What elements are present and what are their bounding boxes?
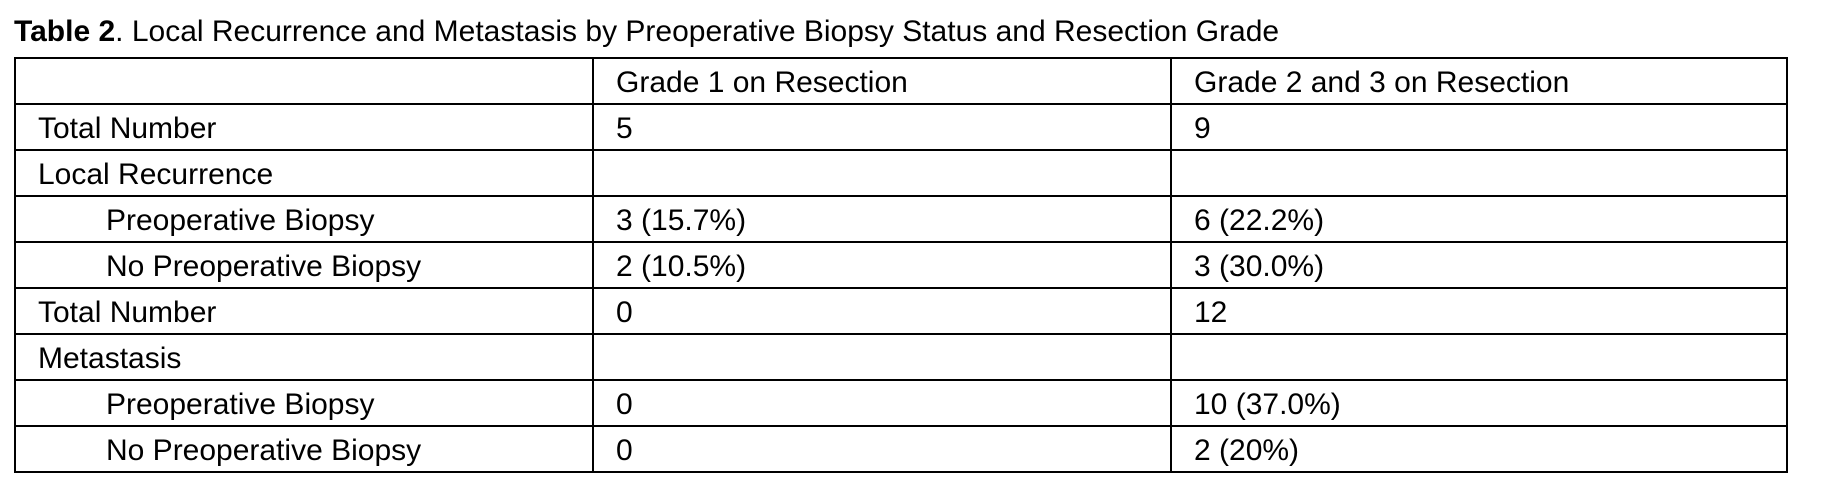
row-label: Metastasis (14, 333, 594, 381)
cell-grade1 (592, 149, 1172, 197)
row-label: Total Number (14, 287, 594, 335)
table-row: Total Number 0 12 (14, 287, 1788, 335)
row-label: Local Recurrence (14, 149, 594, 197)
header-cell-grade23: Grade 2 and 3 on Resection (1170, 57, 1788, 105)
cell-grade23: 3 (30.0%) (1170, 241, 1788, 289)
table-caption-text: . Local Recurrence and Metastasis by Pre… (115, 15, 1280, 48)
row-label: Preoperative Biopsy (14, 195, 594, 243)
cell-grade1: 3 (15.7%) (592, 195, 1172, 243)
cell-grade23: 2 (20%) (1170, 425, 1788, 473)
table-row: Local Recurrence (14, 149, 1788, 197)
cell-grade23: 12 (1170, 287, 1788, 335)
table-row: No Preoperative Biopsy 0 2 (20%) (14, 425, 1788, 473)
cell-grade1: 0 (592, 379, 1172, 427)
table-row: Preoperative Biopsy 0 10 (37.0%) (14, 379, 1788, 427)
cell-grade1: 2 (10.5%) (592, 241, 1172, 289)
table-row: No Preoperative Biopsy 2 (10.5%) 3 (30.0… (14, 241, 1788, 289)
cell-grade1: 0 (592, 425, 1172, 473)
cell-grade1 (592, 333, 1172, 381)
cell-grade1: 0 (592, 287, 1172, 335)
table-caption-label: Table 2 (14, 15, 116, 48)
table-caption: Table 2. Local Recurrence and Metastasis… (14, 14, 1279, 50)
header-cell-grade1: Grade 1 on Resection (592, 57, 1172, 105)
cell-grade23: 10 (37.0%) (1170, 379, 1788, 427)
data-table: Grade 1 on Resection Grade 2 and 3 on Re… (14, 57, 1788, 473)
table-row: Metastasis (14, 333, 1788, 381)
row-label: Preoperative Biopsy (14, 379, 594, 427)
cell-grade23: 9 (1170, 103, 1788, 151)
cell-grade23: 6 (22.2%) (1170, 195, 1788, 243)
cell-grade23 (1170, 333, 1788, 381)
cell-grade1: 5 (592, 103, 1172, 151)
table-header-row: Grade 1 on Resection Grade 2 and 3 on Re… (14, 57, 1788, 105)
row-label: No Preoperative Biopsy (14, 425, 594, 473)
header-cell-empty (14, 57, 594, 105)
cell-grade23 (1170, 149, 1788, 197)
table-row: Total Number 5 9 (14, 103, 1788, 151)
row-label: No Preoperative Biopsy (14, 241, 594, 289)
row-label: Total Number (14, 103, 594, 151)
table-row: Preoperative Biopsy 3 (15.7%) 6 (22.2%) (14, 195, 1788, 243)
